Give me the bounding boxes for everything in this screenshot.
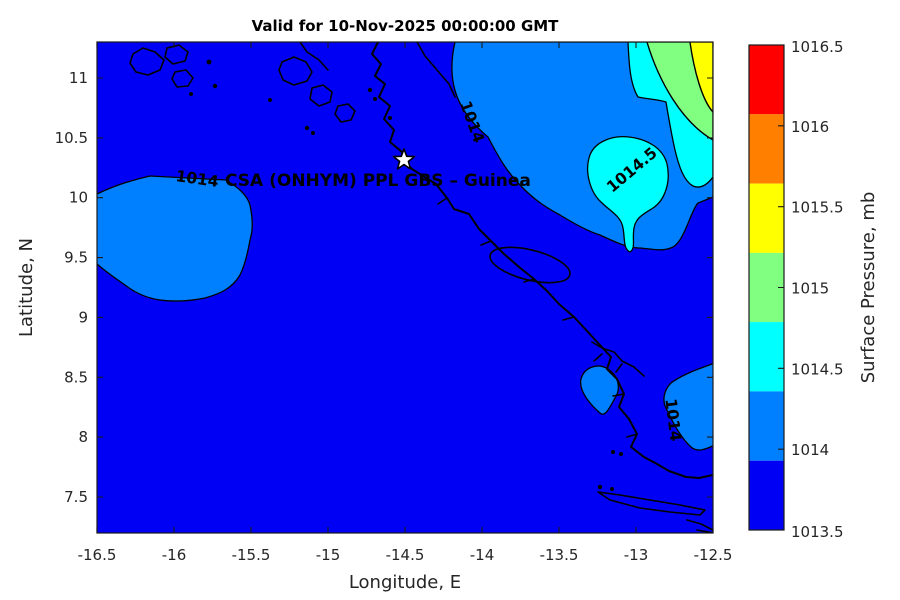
cb-tick: 1015.5 [791, 199, 844, 217]
y-tick-labels: 11 10.5 10 9.5 9 8.5 8 7.5 [55, 69, 88, 506]
x-tick: -14 [470, 546, 495, 564]
y-tick: 10.5 [55, 129, 88, 147]
colorbar-band-darkblue [749, 460, 784, 530]
inlet-cluster-southeast [591, 341, 645, 456]
coastline [129, 42, 713, 533]
y-tick: 8 [78, 428, 88, 446]
island-cluster-north [268, 42, 456, 135]
region-1014p5-pocket [586, 136, 669, 253]
project-annotation: CSA (ONHYM) PPL GBS – Guinea [225, 171, 531, 191]
estuary-loop [489, 246, 571, 284]
region-1014-small-blob [580, 365, 619, 415]
cb-tick: 1013.5 [791, 523, 844, 541]
x-tick: -15.5 [232, 546, 271, 564]
x-tick-labels: -16.5 -16 -15.5 -15 -14.5 -14 -13.5 -13 … [78, 546, 733, 564]
x-tick: -12.5 [694, 546, 733, 564]
region-1014-west [97, 175, 253, 302]
contour-label-1014-southeast: 1014 [661, 397, 684, 442]
colorbar-ticks [778, 125, 784, 450]
cb-tick: 1015 [791, 280, 829, 298]
cb-tick: 1014 [791, 441, 829, 459]
x-axis-label: Longitude, E [349, 572, 461, 593]
x-tick: -14.5 [386, 546, 425, 564]
axes-box [96, 41, 714, 534]
colorbar-band-red [749, 45, 784, 115]
colorbar-band-yellow [749, 183, 784, 253]
x-tick: -13.5 [540, 546, 579, 564]
x-tick: -15 [316, 546, 341, 564]
colorbar-band-blue [749, 391, 784, 461]
cb-tick: 1014.5 [791, 360, 844, 378]
x-tick: -13 [624, 546, 649, 564]
x-tick: -16.5 [78, 546, 117, 564]
y-tick: 11 [69, 69, 88, 87]
y-tick: 8.5 [64, 368, 88, 386]
y-axis-label: Latitude, N [16, 238, 37, 337]
x-tick: -16 [162, 546, 187, 564]
map-plot-area: 1014 1014 1014.5 1014 CSA (ONHYM) PPL GB… [97, 42, 713, 533]
contour-label-1014-west: 1014 [175, 167, 220, 191]
colorbar-band-cyan [749, 322, 784, 392]
island-cluster-west [129, 44, 218, 96]
cb-tick: 1016 [791, 118, 829, 136]
colorbar-axis-label: Surface Pressure, mb [858, 192, 879, 384]
cb-tick: 1016.5 [791, 38, 844, 56]
y-tick: 9.5 [64, 249, 88, 267]
y-tick: 9 [78, 308, 88, 326]
plot-title: Valid for 10-Nov-2025 00:00:00 GMT [252, 17, 560, 35]
coastline-main [371, 42, 713, 479]
tick-marks [96, 42, 714, 533]
colorbar-tick-labels: 1016.5 1016 1015.5 1015 1014.5 1014 1013… [791, 38, 844, 541]
region-1014-southeast [663, 363, 713, 451]
y-tick: 10 [69, 189, 88, 207]
colorbar: 1016.5 1016 1015.5 1015 1014.5 1014 1013… [748, 38, 879, 541]
star-marker [392, 148, 416, 170]
colorbar-band-orange [749, 114, 784, 184]
y-tick: 7.5 [64, 488, 88, 506]
